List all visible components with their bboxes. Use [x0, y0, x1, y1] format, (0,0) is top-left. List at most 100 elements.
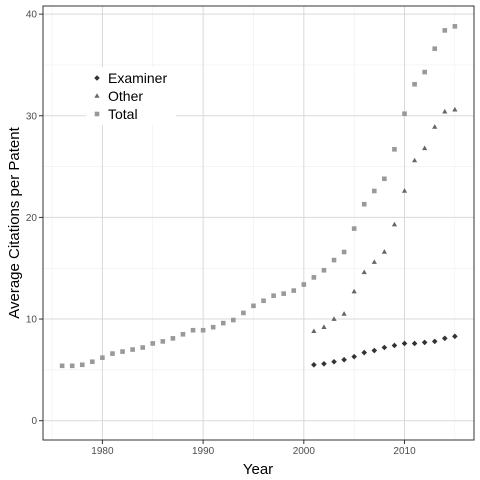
- data-point-other: [351, 288, 357, 294]
- data-point-examiner: [331, 358, 337, 365]
- data-point-examiner: [452, 333, 458, 340]
- data-point-other: [341, 311, 347, 316]
- data-point-examiner: [421, 339, 428, 346]
- data-point-examiner: [351, 353, 357, 360]
- data-point-total: [180, 331, 186, 337]
- data-point-total: [200, 327, 206, 333]
- data-point-other: [401, 188, 408, 193]
- data-point-other: [361, 269, 367, 275]
- data-point-total: [452, 24, 458, 29]
- data-point-examiner: [391, 342, 398, 349]
- data-point-other: [411, 157, 418, 163]
- x-tick-label: 1980: [91, 446, 114, 457]
- data-point-total: [210, 324, 216, 330]
- data-point-other: [432, 124, 438, 129]
- y-tick-label: 30: [26, 111, 38, 122]
- plot-panel: [42, 5, 475, 441]
- data-point-examiner: [321, 360, 327, 367]
- data-point-total: [140, 345, 145, 350]
- data-point-total: [361, 201, 367, 207]
- data-point-examiner: [341, 356, 347, 363]
- data-point-total: [351, 226, 357, 231]
- legend-label-total: Total: [108, 106, 138, 122]
- data-point-total: [432, 46, 438, 51]
- data-point-total: [220, 320, 226, 326]
- data-point-other: [311, 328, 317, 334]
- data-point-total: [130, 347, 135, 352]
- data-point-total: [190, 327, 196, 333]
- x-tick-label: 1990: [192, 446, 215, 457]
- data-point-total: [341, 249, 347, 255]
- data-point-total: [291, 288, 297, 293]
- data-point-other: [381, 249, 387, 254]
- data-point-total: [100, 355, 105, 360]
- data-point-total: [120, 349, 125, 354]
- data-point-total: [382, 176, 387, 182]
- data-point-examiner: [431, 338, 438, 345]
- legend-item-examiner: Examiner: [94, 70, 167, 86]
- y-tick-label: 0: [31, 416, 37, 427]
- y-tick-label: 40: [26, 10, 38, 21]
- series-examiner: [311, 333, 458, 368]
- data-point-other: [422, 145, 428, 151]
- x-tick-label: 2000: [293, 446, 316, 457]
- data-point-other: [452, 106, 458, 112]
- data-point-total: [150, 341, 156, 346]
- data-point-total: [79, 362, 85, 368]
- data-point-examiner: [381, 344, 388, 351]
- legend-item-other: Other: [94, 88, 143, 104]
- data-point-other: [371, 259, 377, 264]
- data-point-total: [110, 351, 115, 356]
- data-point-total: [412, 81, 417, 87]
- data-point-total: [241, 310, 246, 316]
- legend-key-total: [94, 111, 100, 117]
- data-point-total: [331, 257, 337, 263]
- data-point-total: [160, 339, 166, 344]
- y-axis-title: Average Citations per Patent: [6, 126, 23, 318]
- data-point-total: [90, 359, 95, 365]
- x-axis-title: Year: [243, 461, 273, 478]
- data-point-total: [271, 293, 276, 298]
- data-point-total: [281, 291, 286, 296]
- data-point-other: [391, 221, 398, 227]
- legend-key-other: [94, 93, 100, 98]
- data-point-other: [321, 324, 327, 329]
- legend-label-examiner: Examiner: [108, 70, 167, 86]
- data-point-other: [331, 316, 337, 321]
- data-point-total: [170, 336, 176, 341]
- data-point-total: [321, 267, 327, 273]
- data-point-examiner: [371, 347, 378, 354]
- axis-ticks: 1980 1990 2000 2010 0 10 20 30 40: [26, 10, 416, 457]
- series-other: [311, 106, 458, 334]
- legend: Examiner Other Total: [86, 67, 176, 125]
- y-tick-label: 10: [26, 315, 38, 326]
- series-total: [59, 24, 458, 369]
- data-points: [59, 24, 458, 369]
- legend-item-total: Total: [94, 106, 138, 122]
- data-point-total: [311, 275, 317, 280]
- legend-box: [86, 67, 176, 125]
- data-point-examiner: [401, 340, 408, 347]
- data-point-other: [442, 108, 448, 114]
- data-point-examiner: [361, 349, 368, 356]
- data-point-examiner: [411, 340, 418, 347]
- data-point-total: [251, 303, 256, 309]
- data-point-total: [442, 28, 448, 33]
- legend-key-examiner: [94, 75, 100, 81]
- data-point-total: [261, 298, 266, 304]
- data-point-total: [231, 317, 236, 323]
- data-point-examiner: [311, 361, 317, 368]
- y-tick-label: 20: [26, 213, 38, 224]
- data-point-examiner: [441, 335, 448, 342]
- panel-border: [42, 5, 475, 441]
- data-point-total: [59, 363, 65, 369]
- data-point-total: [372, 188, 377, 194]
- data-point-total: [69, 363, 75, 369]
- data-point-total: [392, 147, 397, 152]
- x-tick-label: 2010: [393, 446, 416, 457]
- legend-label-other: Other: [108, 88, 143, 104]
- grid-lines: [43, 6, 474, 440]
- data-point-total: [422, 69, 427, 75]
